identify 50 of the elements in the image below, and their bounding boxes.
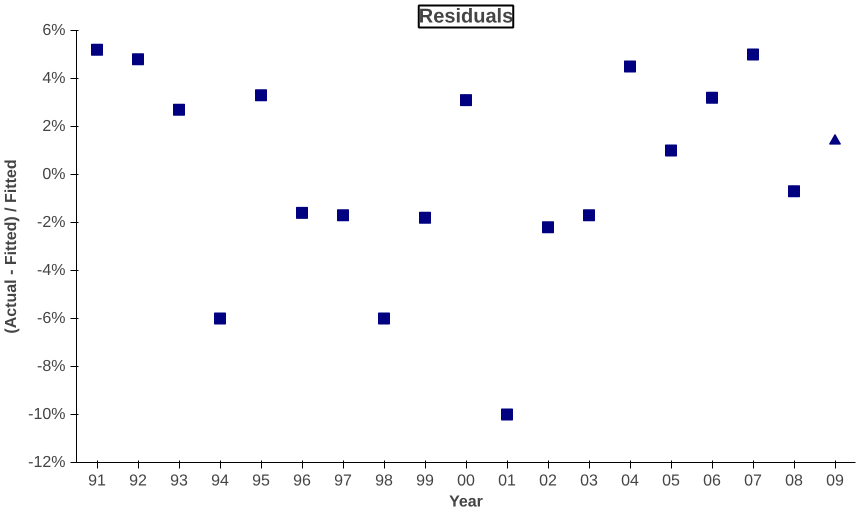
point <box>460 94 472 106</box>
point <box>583 209 595 222</box>
point <box>173 104 185 116</box>
x-tick-label: 99 <box>416 472 434 490</box>
point <box>296 206 308 219</box>
point <box>624 60 636 72</box>
point <box>788 185 800 198</box>
x-tick-label: 03 <box>580 472 598 490</box>
y-tick-label: -10% <box>28 406 66 423</box>
x-tick-label: 95 <box>252 472 270 490</box>
x-tick-label: 05 <box>662 472 680 490</box>
x-tick-label: 91 <box>88 472 106 490</box>
y-tick-label: -6% <box>37 310 66 327</box>
x-tick-label: 98 <box>375 472 393 490</box>
point <box>132 53 144 66</box>
point <box>378 312 390 324</box>
x-tick-label: 01 <box>498 472 516 490</box>
point <box>665 144 677 156</box>
point <box>501 408 513 420</box>
x-tick-label: 06 <box>703 472 721 490</box>
x-tick-label: 07 <box>744 472 762 490</box>
y-tick-label: -8% <box>37 358 66 375</box>
x-tick-label: 04 <box>621 472 639 490</box>
point <box>255 89 267 102</box>
x-tick-label: 00 <box>457 472 475 490</box>
x-tick-label: 09 <box>826 472 844 490</box>
x-tick-label: 08 <box>785 472 803 490</box>
x-tick-label: 94 <box>211 472 229 490</box>
x-tick-label: 97 <box>334 472 352 490</box>
y-tick-label: 4% <box>42 70 66 87</box>
y-tick-label: 2% <box>42 118 66 135</box>
y-tick-label: -12% <box>28 454 66 471</box>
x-tick-label: 02 <box>539 472 557 490</box>
y-axis-title: (Actual - Fitted) / Fitted <box>3 159 20 334</box>
point <box>542 221 554 234</box>
x-tick-label: 92 <box>129 472 147 490</box>
y-tick-label: -2% <box>37 214 66 231</box>
point <box>829 134 841 145</box>
y-tick-label: 0% <box>42 166 66 183</box>
x-tick-label: 93 <box>170 472 188 490</box>
point <box>337 209 349 222</box>
x-tick-label: 96 <box>293 472 311 490</box>
y-tick-label: 6% <box>42 22 66 39</box>
point <box>747 48 759 60</box>
point <box>91 44 103 56</box>
point <box>214 312 226 324</box>
x-axis-title: Year <box>449 494 483 510</box>
point <box>706 92 718 104</box>
point <box>419 212 431 224</box>
y-tick-label: -4% <box>37 262 66 279</box>
